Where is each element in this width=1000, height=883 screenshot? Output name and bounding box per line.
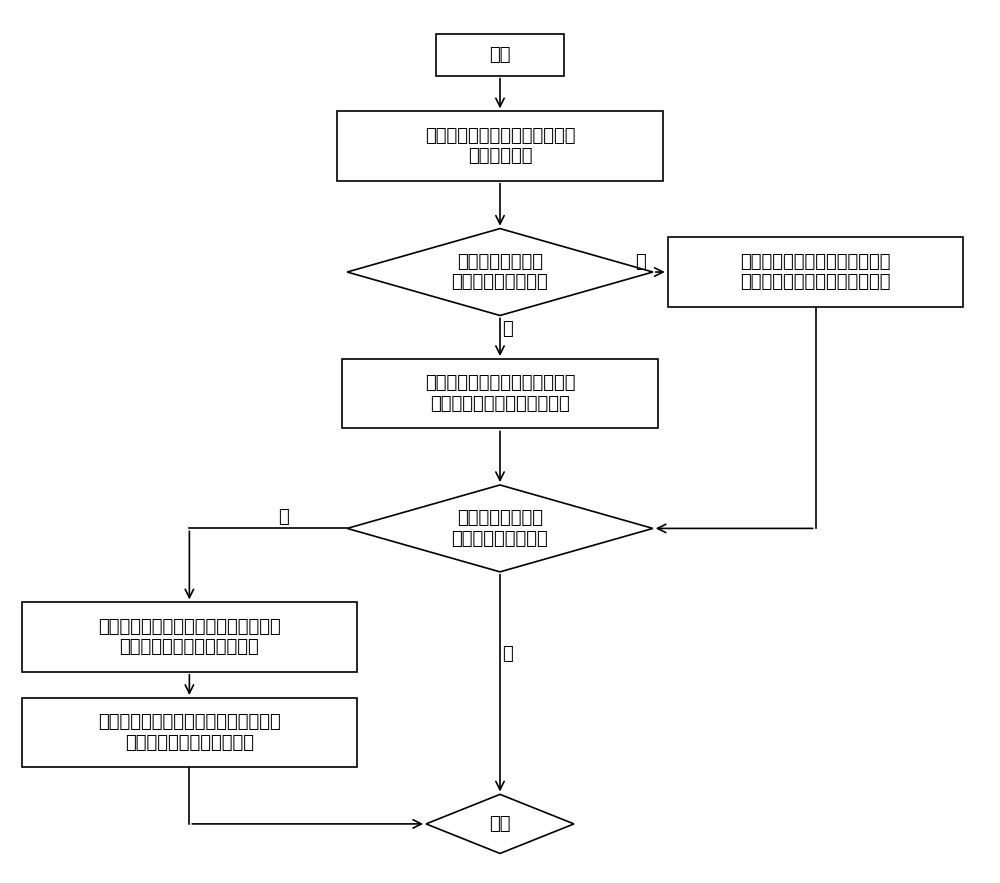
Text: 利用减少电磁感应干扰的模型对
待测目标进行位置和姿态的解算: 利用减少电磁感应干扰的模型对 待测目标进行位置和姿态的解算 <box>740 253 891 291</box>
FancyBboxPatch shape <box>342 358 658 428</box>
Text: 再次利用无电磁感应干扰的模型对待测
目标进行位置和姿态的解算: 再次利用无电磁感应干扰的模型对待测 目标进行位置和姿态的解算 <box>98 713 281 752</box>
Text: 判别待测目标是否
受到电磁感应的干扰: 判别待测目标是否 受到电磁感应的干扰 <box>452 253 548 291</box>
Text: 开始: 开始 <box>489 46 511 64</box>
FancyBboxPatch shape <box>436 34 564 76</box>
Text: 判别待测目标是否
受到磁性材料的干扰: 判别待测目标是否 受到磁性材料的干扰 <box>452 509 548 547</box>
Text: 利用无电磁感应的干扰模型对待
测目标进行位置和姿态的解算: 利用无电磁感应的干扰模型对待 测目标进行位置和姿态的解算 <box>425 374 575 413</box>
Polygon shape <box>347 229 653 315</box>
Text: 结束: 结束 <box>489 815 511 833</box>
Text: 是: 是 <box>278 508 288 526</box>
FancyBboxPatch shape <box>668 238 963 306</box>
Text: 否: 否 <box>503 645 513 663</box>
FancyBboxPatch shape <box>337 111 663 181</box>
Text: 利用减少磁性材料干扰的模型提高已识
别圆线圈产生磁场大小的精度: 利用减少磁性材料干扰的模型提高已识 别圆线圈产生磁场大小的精度 <box>98 617 281 656</box>
Polygon shape <box>426 795 574 854</box>
Text: 否: 否 <box>503 320 513 337</box>
FancyBboxPatch shape <box>22 698 357 767</box>
FancyBboxPatch shape <box>22 602 357 672</box>
Text: 是: 是 <box>635 253 645 270</box>
Polygon shape <box>347 485 653 572</box>
Text: 检测待测目标处圆线圈叠加磁场
的来源及大小: 检测待测目标处圆线圈叠加磁场 的来源及大小 <box>425 126 575 165</box>
